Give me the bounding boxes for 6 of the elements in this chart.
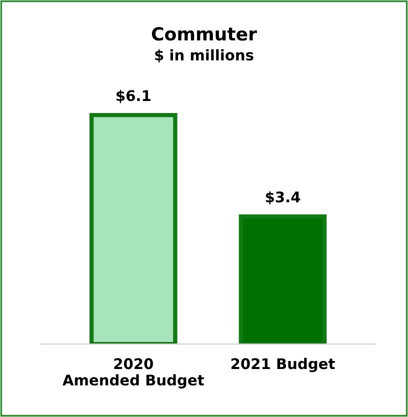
- chart-title: Commuter: [152, 27, 257, 41]
- data-label: $6.1: [116, 90, 150, 104]
- x-tick-label: 2021 Budget: [231, 358, 335, 372]
- x-tick-label: 2020 Amended Budget: [62, 358, 204, 388]
- data-label: $3.4: [266, 191, 300, 204]
- chart-subtitle: $ in millions: [155, 49, 254, 62]
